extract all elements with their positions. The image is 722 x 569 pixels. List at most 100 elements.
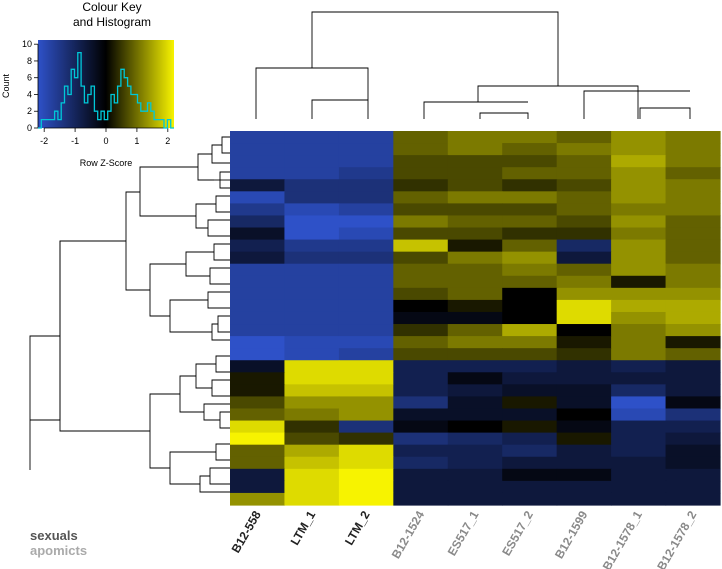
- key-histogram-line: [38, 51, 174, 129]
- heatmap-cell: [284, 480, 340, 494]
- heatmap-cell: [502, 492, 558, 506]
- heatmap-cell: [556, 263, 612, 277]
- heatmap-cell: [338, 155, 394, 168]
- heatmap-cell: [393, 384, 449, 398]
- heatmap-cell: [393, 143, 449, 156]
- heatmap-cell: [556, 420, 612, 434]
- heatmap-cell: [447, 131, 503, 144]
- heatmap-cell: [556, 131, 612, 144]
- heatmap-cell: [393, 179, 449, 192]
- column-label: LTM_2: [342, 508, 373, 547]
- heatmap-cell: [230, 408, 286, 422]
- heatmap-cell: [611, 155, 667, 168]
- heatmap-cell: [556, 311, 612, 325]
- heatmap-cell: [665, 239, 721, 253]
- heatmap-cell: [502, 420, 558, 434]
- heatmap-cell: [393, 432, 449, 446]
- heatmap-cell: [665, 336, 721, 349]
- heatmap-cell: [230, 239, 286, 253]
- heatmap-cell: [556, 444, 612, 458]
- heatmap-cell: [556, 372, 612, 385]
- heatmap-cell: [502, 179, 558, 192]
- column-label: B12-1599: [552, 508, 591, 561]
- heatmap-cell: [230, 480, 286, 494]
- heatmap-cell: [502, 251, 558, 265]
- heatmap-cell: [284, 263, 340, 277]
- column-label: B12-1524: [389, 508, 428, 561]
- heatmap-cell: [611, 263, 667, 277]
- heatmap-cell: [230, 131, 286, 144]
- key-xtick-label: 2: [165, 136, 170, 146]
- heatmap-cell: [393, 203, 449, 217]
- heatmap-cell: [502, 299, 558, 313]
- heatmap-cell: [502, 239, 558, 253]
- heatmap-cell: [502, 143, 558, 156]
- heatmap-cell: [338, 179, 394, 192]
- heatmap-cell: [230, 275, 286, 289]
- heatmap-cell: [611, 179, 667, 192]
- heatmap-cell: [665, 372, 721, 385]
- heatmap-cell: [611, 227, 667, 241]
- heatmap-cell: [611, 215, 667, 229]
- heatmap-cell: [611, 324, 667, 337]
- heatmap-cell: [502, 336, 558, 349]
- heatmap-cell: [665, 155, 721, 168]
- heatmap-cell: [611, 480, 667, 494]
- heatmap-cell: [611, 251, 667, 265]
- heatmap-cell: [611, 239, 667, 253]
- heatmap-cell: [447, 480, 503, 494]
- heatmap-cell: [338, 143, 394, 156]
- heatmap-cell: [338, 203, 394, 217]
- heatmap-cell: [556, 348, 612, 361]
- heatmap-cell: [556, 360, 612, 373]
- heatmap-cell: [556, 239, 612, 253]
- heatmap-cell: [230, 251, 286, 265]
- heatmap-cell: [447, 215, 503, 229]
- heatmap-cell: [393, 480, 449, 494]
- heatmap-cell: [447, 143, 503, 156]
- column-label: B12-1578_2: [654, 508, 699, 569]
- heatmap-cell: [611, 203, 667, 217]
- heatmap-cell: [230, 432, 286, 446]
- heatmap-cell: [502, 372, 558, 385]
- heatmap-cell: [502, 456, 558, 470]
- heatmap-cell: [338, 408, 394, 422]
- heatmap-cell: [393, 191, 449, 204]
- heatmap-cell: [665, 324, 721, 337]
- heatmap-cell: [230, 468, 286, 482]
- key-ytick-label: 2: [27, 106, 32, 116]
- heatmap-cell: [230, 143, 286, 156]
- heatmap-cell: [447, 372, 503, 385]
- heatmap-cell: [393, 239, 449, 253]
- heatmap-cell: [230, 420, 286, 434]
- heatmap-cell: [447, 360, 503, 373]
- heatmap-cell: [447, 348, 503, 361]
- heatmap-cell: [447, 311, 503, 325]
- heatmap-cell: [611, 444, 667, 458]
- heatmap-cell: [393, 263, 449, 277]
- heatmap-cell: [338, 432, 394, 446]
- heatmap-cell: [556, 251, 612, 265]
- heatmap-cell: [338, 275, 394, 289]
- heatmap-cell: [284, 311, 340, 325]
- heatmap-cell: [447, 456, 503, 470]
- heatmap-cell: [338, 360, 394, 373]
- key-ytick-label: 0: [27, 123, 32, 133]
- heatmap-cell: [393, 492, 449, 506]
- heatmap-cell: [556, 179, 612, 192]
- heatmap-cell: [393, 468, 449, 482]
- heatmap-cell: [665, 167, 721, 180]
- heatmap-cell: [230, 372, 286, 385]
- heatmap-cell: [338, 348, 394, 361]
- column-label: ES517_1: [445, 508, 482, 558]
- heatmap-cell: [502, 203, 558, 217]
- heatmap-cell: [230, 263, 286, 277]
- heatmap-cell: [230, 299, 286, 313]
- heatmap-cell: [230, 492, 286, 506]
- heatmap-cell: [284, 396, 340, 410]
- heatmap-cell: [393, 275, 449, 289]
- heatmap-cell: [502, 348, 558, 361]
- colour-key: Colour Key and Histogram -2 -1 0 1 2 0 2 4 6 8 10…: [1, 0, 174, 168]
- heatmap-cell: [338, 480, 394, 494]
- heatmap-cell: [611, 372, 667, 385]
